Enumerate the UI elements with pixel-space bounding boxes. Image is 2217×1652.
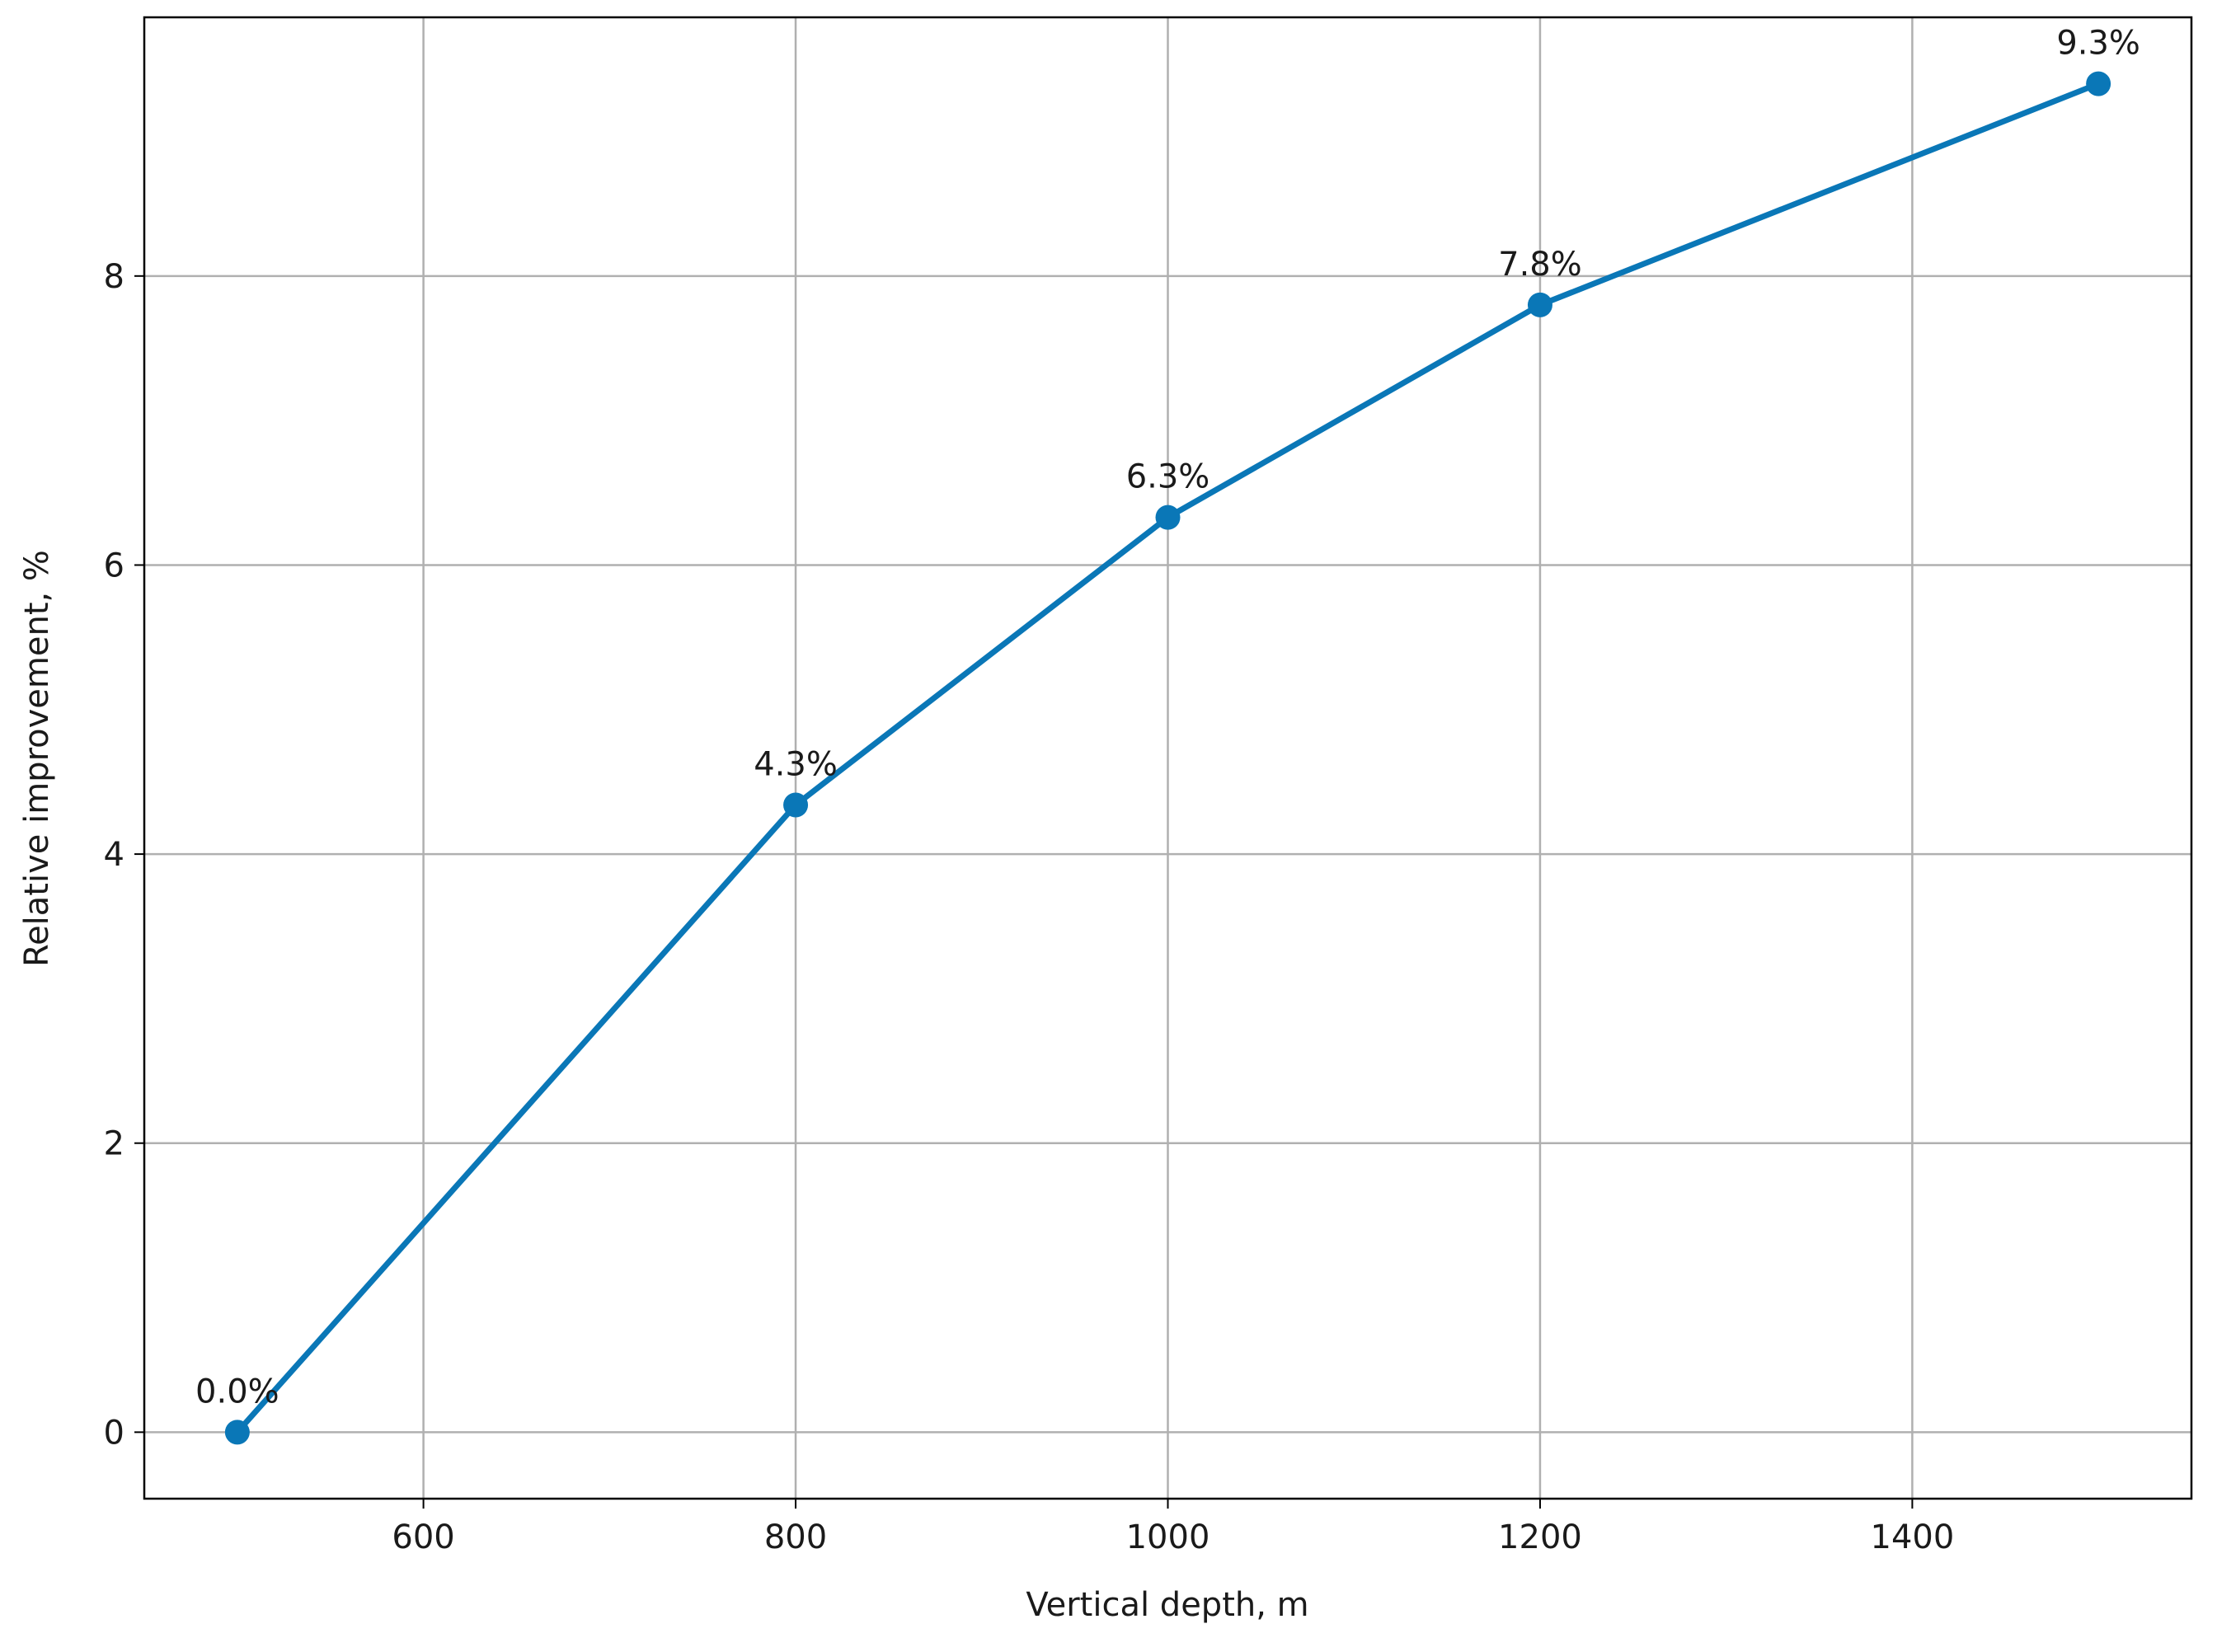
x-tick-label: 800 (764, 1518, 827, 1556)
y-axis-label: Relative improvement, % (18, 550, 56, 967)
data-label: 0.0% (195, 1373, 279, 1410)
data-point (1155, 505, 1181, 530)
data-point (1527, 292, 1552, 317)
x-tick-label: 1400 (1871, 1518, 1955, 1556)
x-tick-label: 1000 (1126, 1518, 1210, 1556)
plot-frame (143, 16, 2193, 1500)
y-tick-label: 2 (104, 1125, 124, 1163)
x-tick-label: 600 (392, 1518, 454, 1556)
data-label: 9.3% (2056, 25, 2140, 63)
y-tick-label: 0 (104, 1414, 124, 1452)
data-label: 4.3% (754, 745, 838, 783)
y-tick-label: 4 (104, 836, 124, 874)
y-tick-label: 8 (104, 258, 124, 296)
y-tick-label: 6 (104, 547, 124, 584)
x-tick-label: 1200 (1498, 1518, 1582, 1556)
x-axis-label: Vertical depth, m (1026, 1586, 1308, 1624)
data-point (2086, 71, 2111, 96)
data-label: 7.8% (1498, 246, 1582, 284)
data-label: 6.3% (1126, 458, 1210, 496)
data-point (783, 792, 809, 818)
data-point (224, 1420, 250, 1445)
